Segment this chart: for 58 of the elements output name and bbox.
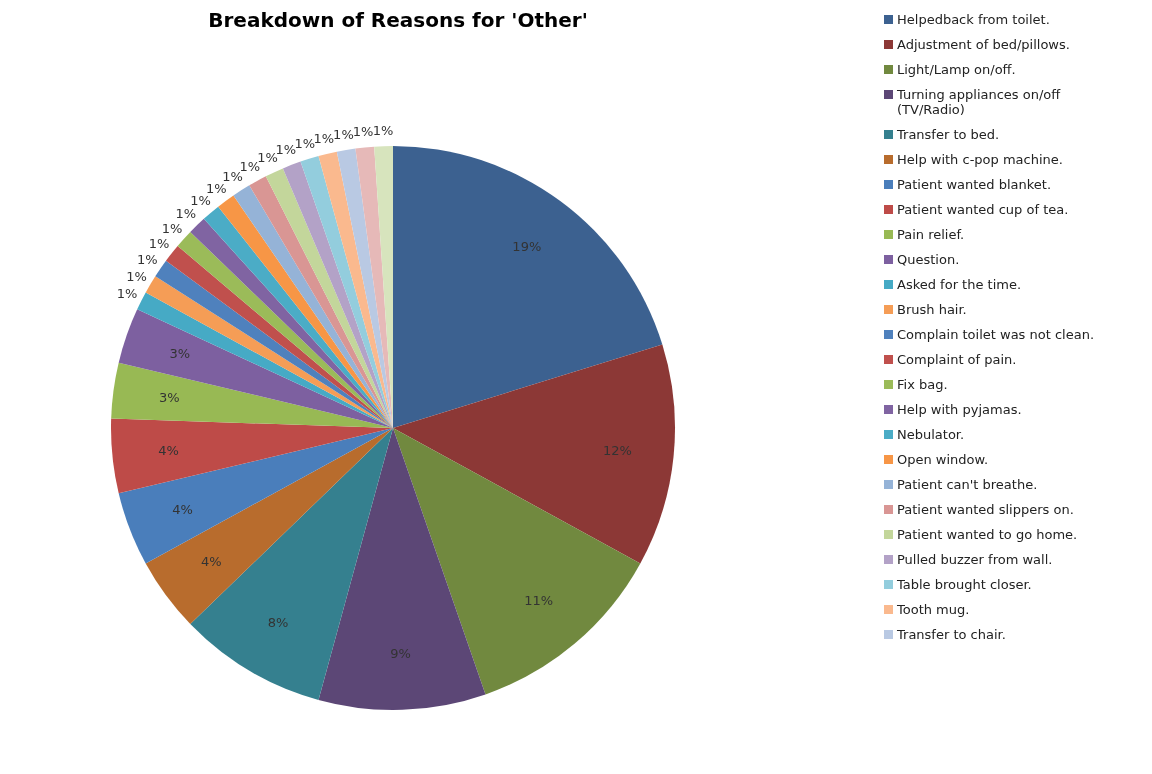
- legend-label: Patient wanted slippers on.: [897, 502, 1074, 517]
- legend-label: Patient can't breathe.: [897, 477, 1038, 492]
- legend-label: Asked for the time.: [897, 277, 1022, 292]
- pie-slice: [190, 428, 393, 700]
- data-label: 11%: [524, 592, 554, 608]
- legend-label: Patient wanted cup of tea.: [897, 202, 1069, 217]
- pie-slice: [318, 428, 486, 710]
- data-label: 3%: [169, 346, 191, 362]
- pie-slice: [336, 148, 393, 428]
- data-label: 12%: [603, 443, 632, 459]
- legend-label: Transfer to bed.: [897, 127, 1000, 142]
- data-label: 1%: [126, 268, 147, 284]
- legend-label: Patient wanted blanket.: [897, 177, 1052, 192]
- legend-label: Complaint of pain.: [897, 352, 1017, 367]
- legend-label: Brush hair.: [897, 302, 967, 317]
- data-label: 4%: [158, 443, 179, 459]
- legend-label: Helpedback from toilet.: [897, 12, 1050, 27]
- chart-title: Breakdown of Reasons for 'Other': [207, 8, 589, 32]
- legend-label: Help with pyjamas.: [897, 402, 1022, 417]
- data-label: 1%: [137, 251, 158, 267]
- data-label: 1%: [275, 142, 297, 158]
- legend-label: Table brought closer.: [897, 577, 1032, 592]
- legend-label: Patient wanted to go home.: [897, 527, 1078, 542]
- data-label: 1%: [175, 206, 197, 222]
- legend-label: Tooth mug.: [897, 602, 970, 617]
- legend-label: Pain relief.: [897, 227, 965, 242]
- pie-slice: [111, 362, 393, 428]
- pie-slice: [118, 428, 393, 564]
- data-label: 1%: [352, 124, 374, 139]
- legend-label: Turning appliances on/off (TV/Radio): [897, 87, 1062, 117]
- legend-label: Complain toilet was not clean.: [897, 327, 1095, 342]
- data-label: 9%: [390, 645, 411, 661]
- pie-slice: [145, 428, 393, 625]
- data-label: 1%: [116, 286, 138, 302]
- pie-slice: [111, 418, 393, 494]
- data-label: 3%: [159, 390, 180, 406]
- data-label: 1%: [333, 126, 354, 142]
- data-label: 1%: [294, 135, 316, 151]
- pie-slice: [393, 146, 663, 428]
- data-label: 1%: [372, 122, 394, 138]
- data-label: 19%: [512, 238, 542, 254]
- data-label: 1%: [161, 220, 183, 236]
- legend-label: Transfer to chair.: [897, 627, 1006, 642]
- data-label: 1%: [148, 235, 170, 251]
- legend-label: Light/Lamp on/off.: [897, 62, 1016, 77]
- data-label: 4%: [172, 501, 193, 517]
- data-label: 8%: [267, 614, 289, 630]
- legend-label: Adjustment of bed/pillows.: [897, 37, 1070, 52]
- pie-slice: [300, 156, 393, 428]
- legend-label: Open window.: [897, 452, 989, 467]
- pie-slice: [393, 428, 641, 695]
- legend-label: Help with c-pop machine.: [897, 152, 1063, 167]
- legend-label: Question.: [897, 252, 960, 267]
- pie-slice: [393, 344, 675, 564]
- legend-label: Pulled buzzer from wall.: [897, 552, 1053, 567]
- data-label: 4%: [201, 554, 222, 570]
- legend-label: Nebulator.: [897, 427, 965, 442]
- legend-label: Fix bag.: [897, 377, 948, 392]
